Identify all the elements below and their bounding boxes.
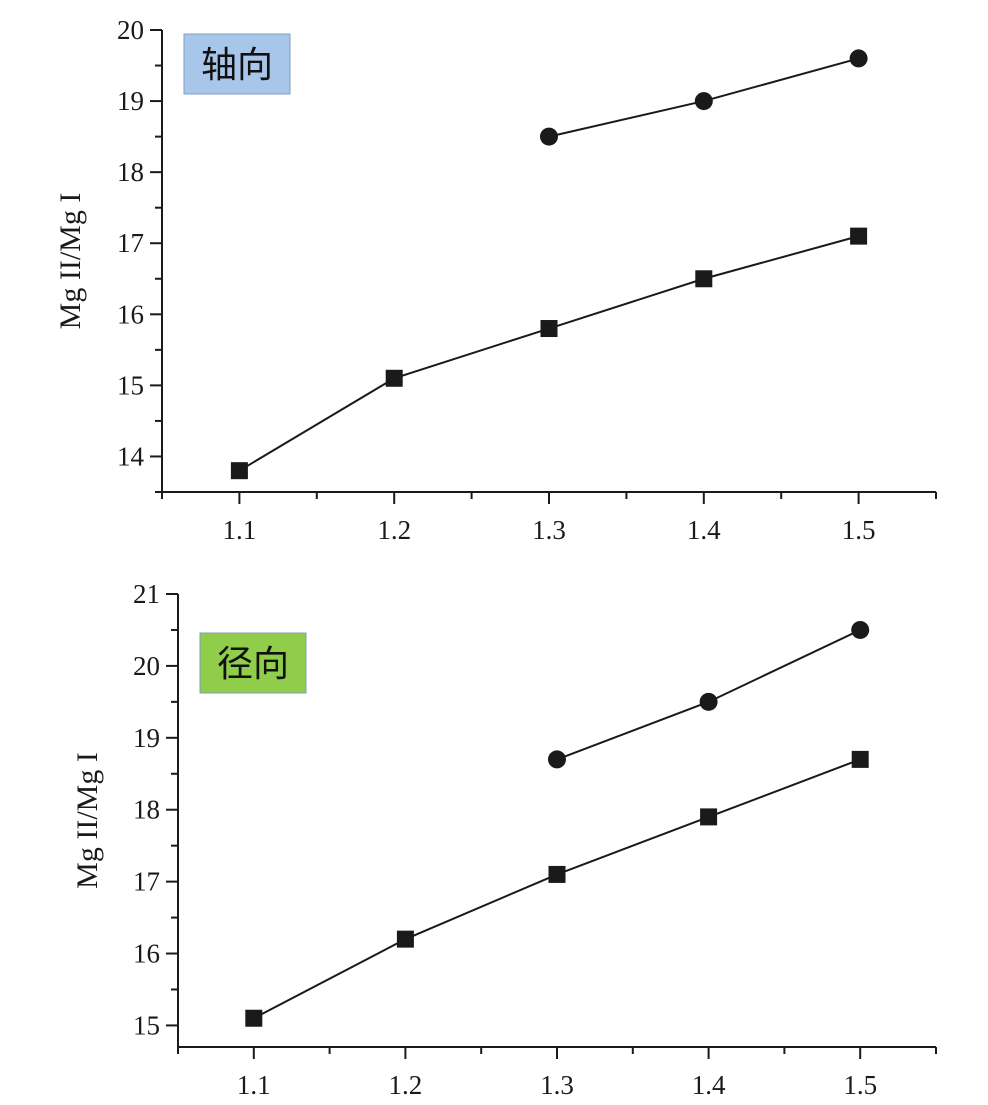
data-point-square <box>540 320 558 338</box>
data-point-circle <box>694 92 713 111</box>
data-point-square <box>850 227 868 245</box>
data-point-square <box>385 369 403 387</box>
y-tick-label: 21 <box>133 579 160 609</box>
x-tick-label: 1.2 <box>377 515 411 545</box>
data-point-square <box>548 865 566 883</box>
data-point-square <box>396 930 414 948</box>
y-tick-label: 19 <box>133 723 160 753</box>
y-axis-title: Mg II/Mg I <box>71 752 104 889</box>
x-tick-label: 1.2 <box>389 1070 423 1100</box>
x-tick-label: 1.4 <box>687 515 721 545</box>
x-tick-label: 1.1 <box>237 1070 271 1100</box>
series-line-square <box>238 235 859 472</box>
data-point-circle <box>548 750 566 769</box>
y-tick-label: 15 <box>117 370 144 400</box>
label-box <box>199 632 307 694</box>
x-tick-label: 1.5 <box>842 515 876 545</box>
y-tick-label: 18 <box>133 795 160 825</box>
data-point-square <box>245 1009 263 1027</box>
y-tick-label: 15 <box>133 1010 160 1040</box>
data-point-circle <box>849 49 868 68</box>
label-box-text: 轴向 <box>201 45 273 86</box>
label-box-text: 径向 <box>217 644 289 685</box>
y-tick-label: 20 <box>117 15 144 45</box>
chart-panel-1: 14 15 16 17 18 19 20 1.1 1.2 1.3 1.4 1.5 Mg II/Mg I 轴… <box>54 15 937 545</box>
x-tick-label: 1.3 <box>532 515 566 545</box>
data-point-square <box>851 750 869 768</box>
y-tick-label: 16 <box>117 299 144 329</box>
y-tick-label: 20 <box>133 651 160 681</box>
x-tick-label: 1.4 <box>692 1070 726 1100</box>
x-tick-label: 1.3 <box>540 1070 574 1100</box>
x-tick-label: 1.1 <box>223 515 257 545</box>
y-tick-label: 19 <box>117 86 144 116</box>
label-box <box>183 33 291 95</box>
y-tick-label: 16 <box>133 939 160 969</box>
data-point-square <box>700 808 718 826</box>
data-point-circle <box>851 620 870 639</box>
y-tick-label: 17 <box>133 867 160 897</box>
y-tick-label: 17 <box>117 228 144 258</box>
series-line-square <box>253 758 861 1020</box>
y-tick-label: 14 <box>117 441 145 471</box>
data-point-circle <box>540 127 558 146</box>
x-tick-label: 1.5 <box>843 1070 877 1100</box>
data-point-square <box>230 462 248 480</box>
chart-panel-2: 15 16 17 18 19 20 21 1.1 1.2 1.3 1.4 1.5 Mg II/Mg I 径… <box>71 579 937 1100</box>
data-point-circle <box>699 692 718 711</box>
y-tick-label: 18 <box>117 157 144 187</box>
y-axis-title: Mg II/Mg I <box>54 193 87 330</box>
data-point-square <box>695 270 713 288</box>
